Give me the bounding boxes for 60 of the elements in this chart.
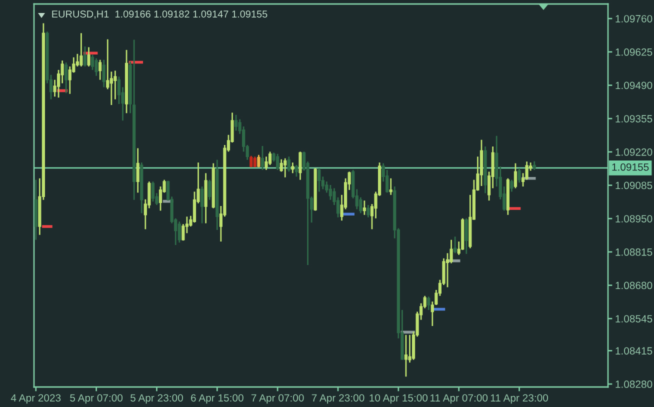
y-tick-label: 1.08815 [616,248,652,256]
y-tick-label: 1.09760 [616,15,652,22]
candlestick [260,145,264,171]
candlestick [525,160,528,181]
y-tick-label: 1.08415 [616,347,652,355]
y-tick-label: 1.09490 [616,82,652,90]
candlestick [514,162,518,189]
candlestick [268,150,272,166]
candlestick [234,114,238,132]
candlestick [87,46,90,68]
x-tick-label: 5 Apr 07:00 [70,394,123,404]
x-tick-label: 10 Apr 15:00 [370,394,428,404]
y-tick-label: 1.08280 [616,380,652,388]
candlestick [208,179,212,201]
x-tick-label: 4 Apr 2023 [10,394,61,404]
x-tick-label: 11 Apr 07:00 [430,394,488,404]
x-tick-label: 11 Apr 23:00 [490,394,548,404]
x-tick-label: 6 Apr 15:00 [191,394,244,404]
candlestick [298,150,302,181]
candlestick [404,334,408,378]
y-tick-label: 1.08545 [616,315,652,322]
x-tick-label: 5 Apr 23:00 [130,394,183,404]
candlestick [64,62,68,94]
y-tick-label: 1.09355 [616,115,652,122]
candlestick [264,156,268,171]
candlestick [291,162,294,174]
candlestick [136,148,140,194]
y-tick-label: 1.08680 [616,282,652,290]
y-tick-label: 1.09085 [616,182,652,190]
y-tick-label: 1.08950 [616,215,652,222]
candlestick [318,168,321,192]
x-tick-label: 7 Apr 07:00 [251,394,304,404]
ref-line-label: 1.09155 [612,163,649,171]
candlestick [294,164,298,178]
candlestick [80,32,83,68]
candlestick [464,218,468,255]
candlestick [287,156,290,172]
candlestick [257,154,260,168]
candlestick [284,158,287,178]
candlestick [83,46,87,68]
candlestick [200,186,204,224]
candlestick [510,179,514,192]
y-tick-label: 1.09625 [616,48,652,56]
candlestick [366,204,370,218]
candlestick [60,60,64,84]
candlestick [328,184,332,201]
candlestick [389,178,392,196]
candlestick [151,180,155,202]
candlestick [276,153,280,171]
candlestick [427,296,430,311]
candlestick [178,220,181,244]
candlestick [102,59,106,88]
candlestick [454,236,457,254]
candlestick [94,58,98,77]
candlestick [518,168,521,184]
candlestick [362,200,366,216]
x-tick-label: 7 Apr 23:00 [312,394,364,404]
candlestick [98,59,102,81]
text: EURUSD,H1 1.09166 1.09182 1.09147 1.09155 [52,10,268,19]
y-tick-label: 1.09220 [616,148,652,156]
